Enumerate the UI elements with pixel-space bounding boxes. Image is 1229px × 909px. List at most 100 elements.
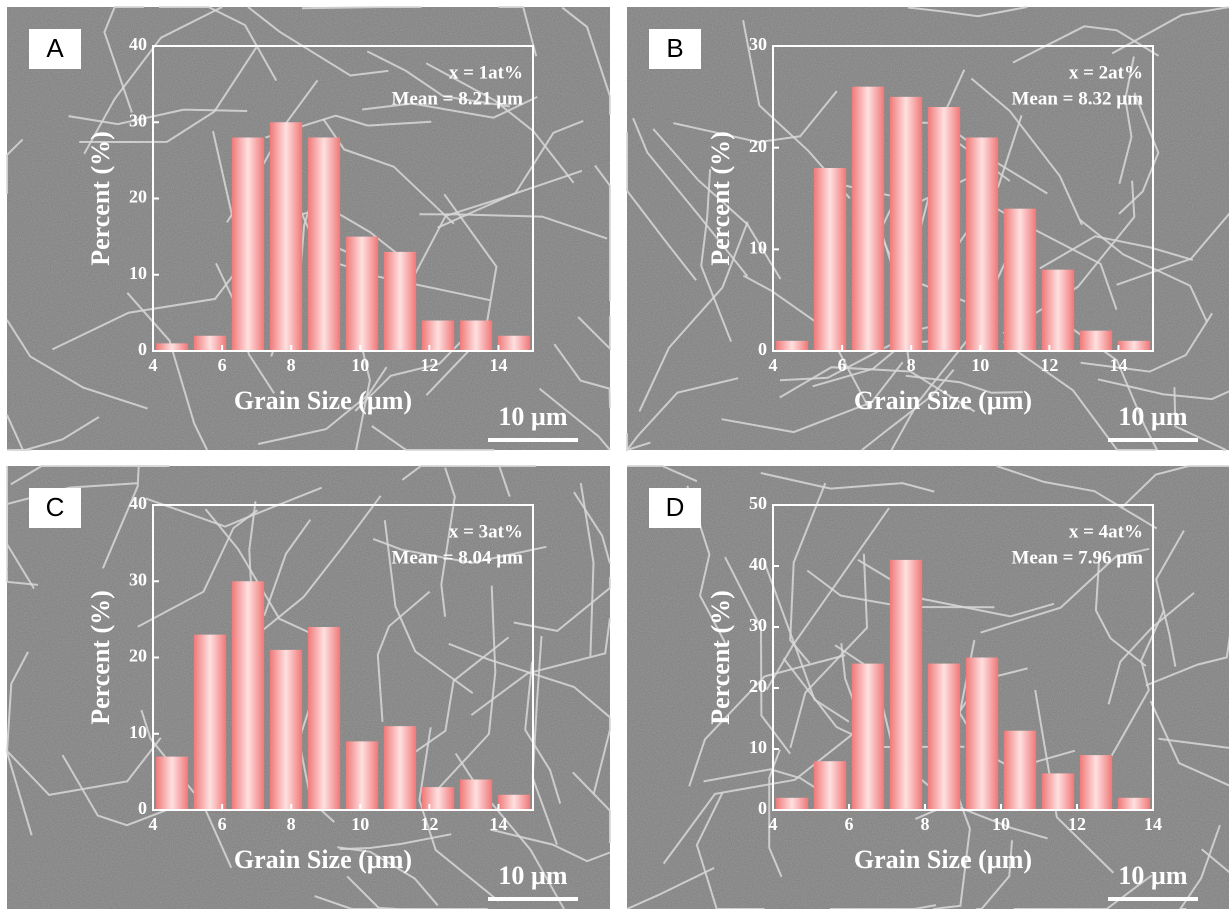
grain-boundary xyxy=(626,132,697,281)
x-tick-label: 12 xyxy=(1040,355,1058,375)
x-tick-label: 14 xyxy=(1109,355,1127,375)
bar xyxy=(813,761,847,810)
bar xyxy=(345,741,379,810)
grain-boundary xyxy=(371,425,495,451)
grain-boundary xyxy=(1201,848,1229,909)
y-tick-label: 0 xyxy=(758,798,767,818)
x-tick-label: 4 xyxy=(149,814,158,834)
scale-bar-label: 10 µm xyxy=(1118,402,1187,431)
y-tick-label: 30 xyxy=(129,110,147,130)
y-tick-label: 0 xyxy=(758,339,767,359)
panel: 0 10 20 30 40 4 6 8 10 12 14 Grain Size (µm) Percent… xyxy=(5,465,611,909)
annotation: Mean = 8.32 µm xyxy=(1011,88,1143,109)
annotation: x = 4at% xyxy=(1069,521,1143,542)
grain-boundary xyxy=(83,6,223,155)
x-tick-label: 14 xyxy=(1144,814,1162,834)
grain-boundary xyxy=(980,547,1150,634)
x-axis-label: Grain Size (µm) xyxy=(234,386,412,415)
bar xyxy=(851,663,885,810)
x-tick-label: 10 xyxy=(971,355,989,375)
grain-boundary xyxy=(383,520,474,695)
grain-boundary xyxy=(626,867,715,909)
grain-boundary xyxy=(970,77,1083,226)
grain-boundary xyxy=(103,6,144,113)
bar xyxy=(1117,797,1151,810)
grain-boundary xyxy=(1080,312,1213,373)
x-tick-label: 14 xyxy=(489,355,507,375)
grain-boundary xyxy=(6,569,38,586)
grain-boundary xyxy=(1012,25,1160,64)
y-tick-label: 30 xyxy=(749,615,767,635)
grain-boundary xyxy=(470,617,611,716)
grain-boundary xyxy=(572,771,611,844)
y-tick-label: 20 xyxy=(129,646,147,666)
bar xyxy=(383,251,417,351)
grain-boundary xyxy=(553,343,611,408)
grain-boundary xyxy=(524,661,562,804)
grain-boundary xyxy=(721,361,904,434)
x-tick-label: 12 xyxy=(1068,814,1086,834)
grain-boundary xyxy=(498,6,538,57)
grain-boundary xyxy=(905,374,1023,394)
grain-boundary xyxy=(789,553,869,748)
bar xyxy=(1041,773,1075,810)
annotation: Mean = 8.21 µm xyxy=(391,88,523,109)
grain-boundary xyxy=(126,292,208,451)
grain-boundary xyxy=(454,752,565,909)
grain-boundary xyxy=(314,895,488,909)
y-tick-label: 40 xyxy=(129,493,147,513)
grain-boundary xyxy=(915,802,1048,840)
grain-boundary xyxy=(513,576,611,632)
grain-boundary xyxy=(627,465,698,483)
y-tick-label: 40 xyxy=(129,34,147,54)
bar xyxy=(497,794,531,810)
x-tick-label: 4 xyxy=(149,355,158,375)
y-tick-label: 10 xyxy=(749,737,767,757)
grain-boundary xyxy=(158,6,278,82)
bar xyxy=(383,726,417,810)
grain-boundary xyxy=(407,169,583,288)
grain-boundary xyxy=(322,118,455,225)
bar xyxy=(193,335,227,351)
bar xyxy=(497,335,531,351)
y-tick-label: 30 xyxy=(129,569,147,589)
bar xyxy=(927,663,961,810)
x-tick-label: 10 xyxy=(351,814,369,834)
x-tick-label: 8 xyxy=(287,814,296,834)
grain-boundary xyxy=(376,590,431,722)
grain-boundary xyxy=(5,651,33,836)
bar xyxy=(269,122,303,351)
bar xyxy=(231,581,265,810)
grain-boundary xyxy=(346,875,398,909)
panel-label-box xyxy=(29,488,81,528)
scale-bar-label: 10 µm xyxy=(498,861,567,890)
bar xyxy=(307,137,341,351)
x-tick-label: 6 xyxy=(218,355,227,375)
bar xyxy=(1117,340,1151,351)
y-tick-label: 50 xyxy=(749,493,767,513)
grain-boundary xyxy=(366,50,511,108)
grain-boundary xyxy=(573,491,611,564)
bar xyxy=(889,559,923,810)
y-tick-label: 40 xyxy=(749,554,767,574)
grain-boundary xyxy=(760,472,935,493)
grain-boundary xyxy=(1002,180,1136,335)
grain-boundary xyxy=(531,636,558,845)
grain-boundary xyxy=(789,482,827,664)
grain-boundary xyxy=(79,46,258,143)
grain-boundary xyxy=(101,465,168,569)
grain-boundary xyxy=(626,377,739,451)
y-tick-label: 0 xyxy=(138,339,147,359)
bar xyxy=(851,86,885,352)
grain-boundary xyxy=(6,737,162,796)
grain-boundary xyxy=(673,90,838,144)
grain-boundary xyxy=(448,642,611,719)
x-axis-label: Grain Size (µm) xyxy=(854,386,1032,415)
grain-boundary xyxy=(1118,92,1160,215)
grain-boundary xyxy=(401,465,537,481)
grain-boundary xyxy=(861,369,955,451)
grain-boundary xyxy=(425,62,575,184)
grain-boundary xyxy=(764,565,850,723)
y-axis-label: Percent (%) xyxy=(706,590,735,725)
